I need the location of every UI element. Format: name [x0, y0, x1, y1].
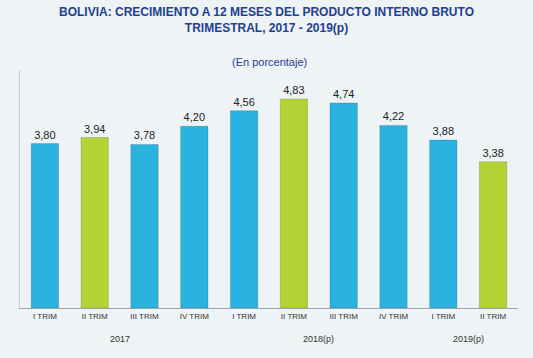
- svg-text:I TRIM: I TRIM: [232, 312, 256, 321]
- svg-text:3,78: 3,78: [134, 129, 155, 141]
- svg-text:4,20: 4,20: [184, 111, 205, 123]
- svg-text:I TRIM: I TRIM: [33, 312, 57, 321]
- svg-text:4,22: 4,22: [383, 110, 404, 122]
- svg-text:II TRIM: II TRIM: [82, 312, 108, 321]
- svg-text:3,38: 3,38: [482, 147, 503, 159]
- svg-text:3,80: 3,80: [34, 129, 55, 141]
- svg-text:4,56: 4,56: [233, 96, 254, 108]
- svg-text:3,94: 3,94: [84, 123, 105, 135]
- svg-text:BOLIVIA: CRECIMIENTO A 12 MESE: BOLIVIA: CRECIMIENTO A 12 MESES DEL PROD…: [59, 5, 474, 35]
- svg-text:I TRIM: I TRIM: [431, 312, 455, 321]
- svg-text:II TRIM: II TRIM: [281, 312, 307, 321]
- svg-text:2019(p): 2019(p): [453, 334, 484, 344]
- svg-text:4,74: 4,74: [333, 88, 354, 100]
- svg-text:2017: 2017: [110, 334, 130, 344]
- svg-text:(En porcentaje): (En porcentaje): [232, 56, 307, 68]
- svg-text:II TRIM: II TRIM: [480, 312, 506, 321]
- svg-text:III TRIM: III TRIM: [130, 312, 159, 321]
- svg-text:4,83: 4,83: [283, 84, 304, 96]
- svg-text:3,88: 3,88: [433, 125, 454, 137]
- svg-text:IV TRIM: IV TRIM: [379, 312, 409, 321]
- svg-text:III TRIM: III TRIM: [330, 312, 359, 321]
- svg-text:IV TRIM: IV TRIM: [180, 312, 210, 321]
- svg-text:2018(p): 2018(p): [303, 334, 334, 344]
